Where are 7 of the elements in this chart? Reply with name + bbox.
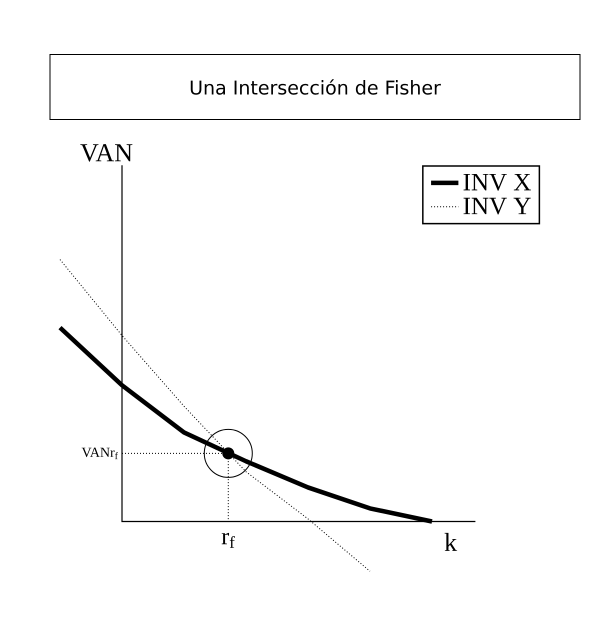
chart-title: Una Intersección de Fisher <box>190 79 441 95</box>
ref-line-label: VANr$_{f}$ <box>82 448 118 460</box>
legend-label: INV X <box>464 174 531 191</box>
legend-label: INV Y <box>464 198 531 215</box>
y-axis-title: VAN <box>80 144 132 162</box>
annotation: r$_{f}$ <box>222 532 235 548</box>
x-axis-title: k <box>444 532 458 551</box>
